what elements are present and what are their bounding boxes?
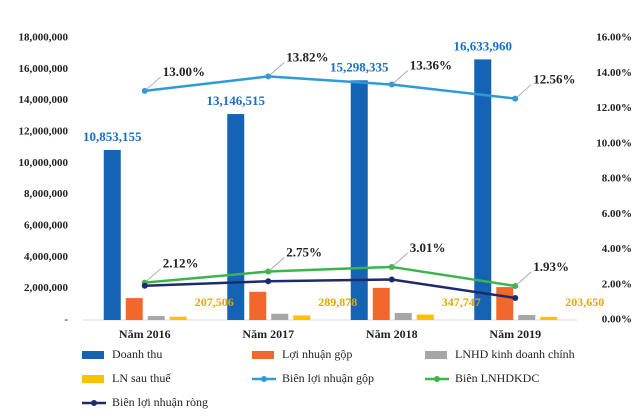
legend-swatch [91,400,97,406]
leader-line [267,62,285,77]
leader-line [391,252,409,268]
legend-swatch [425,351,447,359]
leader-line [391,70,409,85]
bar [394,312,412,320]
line-value-label: 13.82% [286,49,328,64]
y-tick-label: 14,000,000 [19,94,69,106]
legend-label: Biên lợi nhuận gộp [282,371,374,385]
line-point [512,294,519,301]
y2-tick-label: 4.00% [602,243,632,255]
y-tick-label: 12,000,000 [19,126,69,138]
legend-label: LN sau thuế [112,371,171,385]
y2-tick-label: 10.00% [596,137,632,149]
y2-tick-label: 6.00% [602,208,632,220]
line [144,265,516,288]
bar [249,291,267,320]
y2-tick-label: 12.00% [596,102,632,114]
bar [271,313,289,320]
bar [103,149,121,320]
y-tick-label: 4,000,000 [24,251,69,263]
bar-value-label: 10,853,155 [83,129,142,144]
leader-line [144,76,162,92]
bar-value-label: 203,650 [565,295,604,309]
bar [518,314,536,320]
x-tick-label: Năm 2019 [489,327,541,341]
legend-label: Biên lợi nhuận ròng [112,395,208,409]
leader-line [514,84,532,99]
bar [125,298,143,320]
bar [496,287,514,320]
bar [227,114,245,320]
bar [540,316,558,320]
bar-value-label: 13,146,515 [207,93,266,108]
x-tick-label: Năm 2018 [366,327,418,341]
line [144,278,516,300]
y2-tick-label: 2.00% [602,278,632,290]
leader-line [267,257,285,272]
bar [350,80,368,321]
y-tick-label: 18,000,000 [19,32,69,44]
bar [293,315,311,320]
bar-value-label: 16,633,960 [454,38,513,53]
line-value-label: 2.75% [286,245,322,260]
bar [147,316,165,320]
line-point [265,278,272,285]
line-point [388,276,395,283]
legend-swatch [252,351,274,359]
bar [474,59,492,320]
legend-swatch [434,376,440,382]
bar-value-label: 347,747 [442,295,481,309]
line-value-label: 13.36% [410,58,452,73]
legend-label: Biên LNHDKDC [455,371,539,385]
bar [169,316,187,320]
line-value-label: 1.93% [533,259,569,274]
legend-swatch [261,376,267,382]
line-value-label: 2.12% [163,256,199,271]
legend-label: LNHD kinh doanh chính [455,347,575,361]
line-value-label: 12.56% [533,72,575,87]
y2-tick-label: 0.00% [602,314,632,326]
line-point [141,282,148,289]
y-tick-label: 10,000,000 [19,157,69,169]
legend-swatch [82,375,104,383]
bar-value-label: 207,506 [195,295,234,309]
leader-line [144,268,162,283]
line-value-label: 3.01% [410,240,446,255]
y2-tick-label: 16.00% [596,32,632,44]
legend-swatch [82,351,104,359]
y-tick-label: 8,000,000 [24,188,69,200]
y-tick-label: 6,000,000 [24,220,69,232]
bar-value-label: 289,878 [318,295,357,309]
y2-tick-label: 8.00% [602,173,632,185]
line [144,75,516,100]
y2-tick-label: 14.00% [596,67,632,79]
leader-line [514,271,532,287]
bar [372,287,390,320]
legend-label: Lợi nhuận gộp [282,347,352,361]
line-value-label: 13.00% [163,64,205,79]
y-tick-label: 2,000,000 [24,282,69,294]
bar [416,314,434,320]
x-tick-label: Năm 2016 [119,327,171,341]
y-tick-label: 16,000,000 [19,63,69,75]
bar-value-label: 15,298,335 [330,59,389,74]
y-tick-label: - [64,314,68,326]
legend-label: Doanh thu [112,347,162,361]
x-tick-label: Năm 2017 [242,327,294,341]
